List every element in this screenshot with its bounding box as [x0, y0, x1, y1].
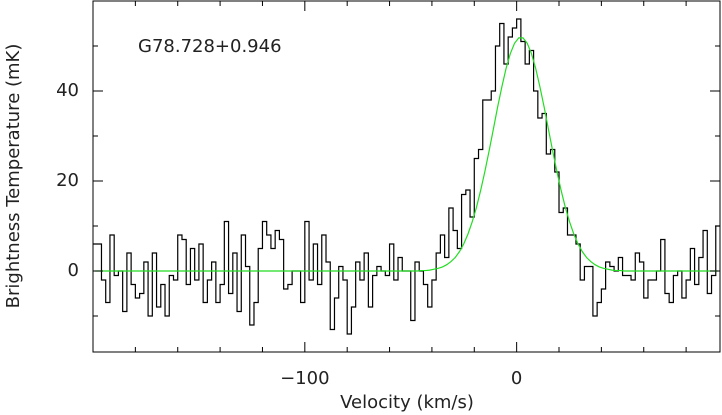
annotation: G78.728+0.946 [138, 36, 282, 57]
x-tick-label: 0 [511, 368, 522, 389]
x-axis-label: Velocity (km/s) [340, 392, 474, 413]
x-tick-label: −100 [280, 368, 329, 389]
y-axis-label: Brightness Temperature (mK) [3, 44, 24, 309]
spectrum [93, 18, 720, 335]
plot-frame [92, 0, 721, 353]
y-tick-label: 40 [56, 80, 79, 101]
y-tick-label: 0 [68, 260, 79, 281]
fit-line [95, 37, 718, 272]
y-tick-label: 20 [56, 170, 79, 191]
